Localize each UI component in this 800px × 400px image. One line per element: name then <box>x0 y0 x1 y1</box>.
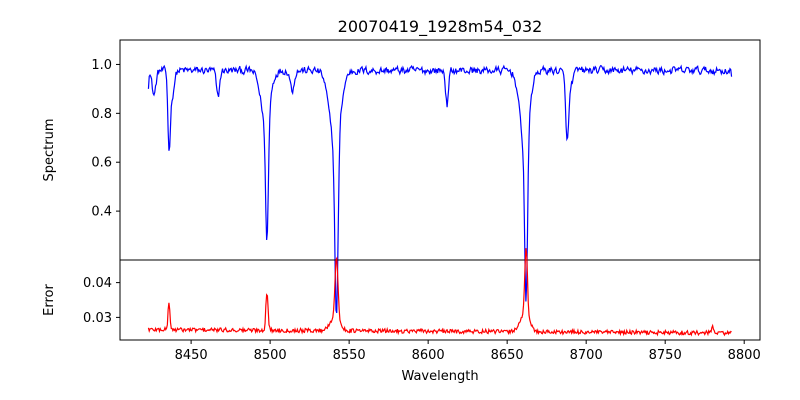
spectrum-y-tick-label: 0.8 <box>91 107 112 122</box>
spectrum-line <box>147 64 733 314</box>
error-line <box>147 248 732 337</box>
error-panel: 0.03 0.04 8450 8500 8550 8600 8650 8700 8750 880… <box>42 248 761 384</box>
x-tick-label: 8650 <box>491 348 524 363</box>
error-y-tick-label: 0.03 <box>83 311 112 326</box>
error-axes-frame <box>119 259 761 341</box>
spectrum-y-tick-label: 0.4 <box>91 205 112 220</box>
error-y-ticks: 0.03 0.04 <box>83 276 120 326</box>
chart-title: 20070419_1928m54_032 <box>338 17 543 37</box>
error-ylabel: Error <box>42 284 57 316</box>
x-axis-label: Wavelength <box>401 369 478 384</box>
x-tick-label: 8600 <box>412 348 445 363</box>
spectrum-ylabel: Spectrum <box>42 119 57 182</box>
spectrum-y-ticks: 0.4 0.6 0.8 1.0 <box>91 58 120 220</box>
error-x-ticks: 8450 8500 8550 8600 8650 8700 8750 8800 <box>175 340 761 363</box>
spectrum-panel: 0.4 0.6 0.8 1.0 Spectrum <box>42 39 761 314</box>
x-tick-label: 8550 <box>333 348 366 363</box>
x-tick-label: 8800 <box>728 348 761 363</box>
x-tick-label: 8750 <box>649 348 682 363</box>
x-tick-label: 8700 <box>570 348 603 363</box>
spectrum-y-tick-label: 1.0 <box>91 58 112 73</box>
x-tick-label: 8450 <box>175 348 208 363</box>
spectrum-y-tick-label: 0.6 <box>91 156 112 171</box>
error-y-tick-label: 0.04 <box>83 276 112 291</box>
x-tick-label: 8500 <box>254 348 287 363</box>
